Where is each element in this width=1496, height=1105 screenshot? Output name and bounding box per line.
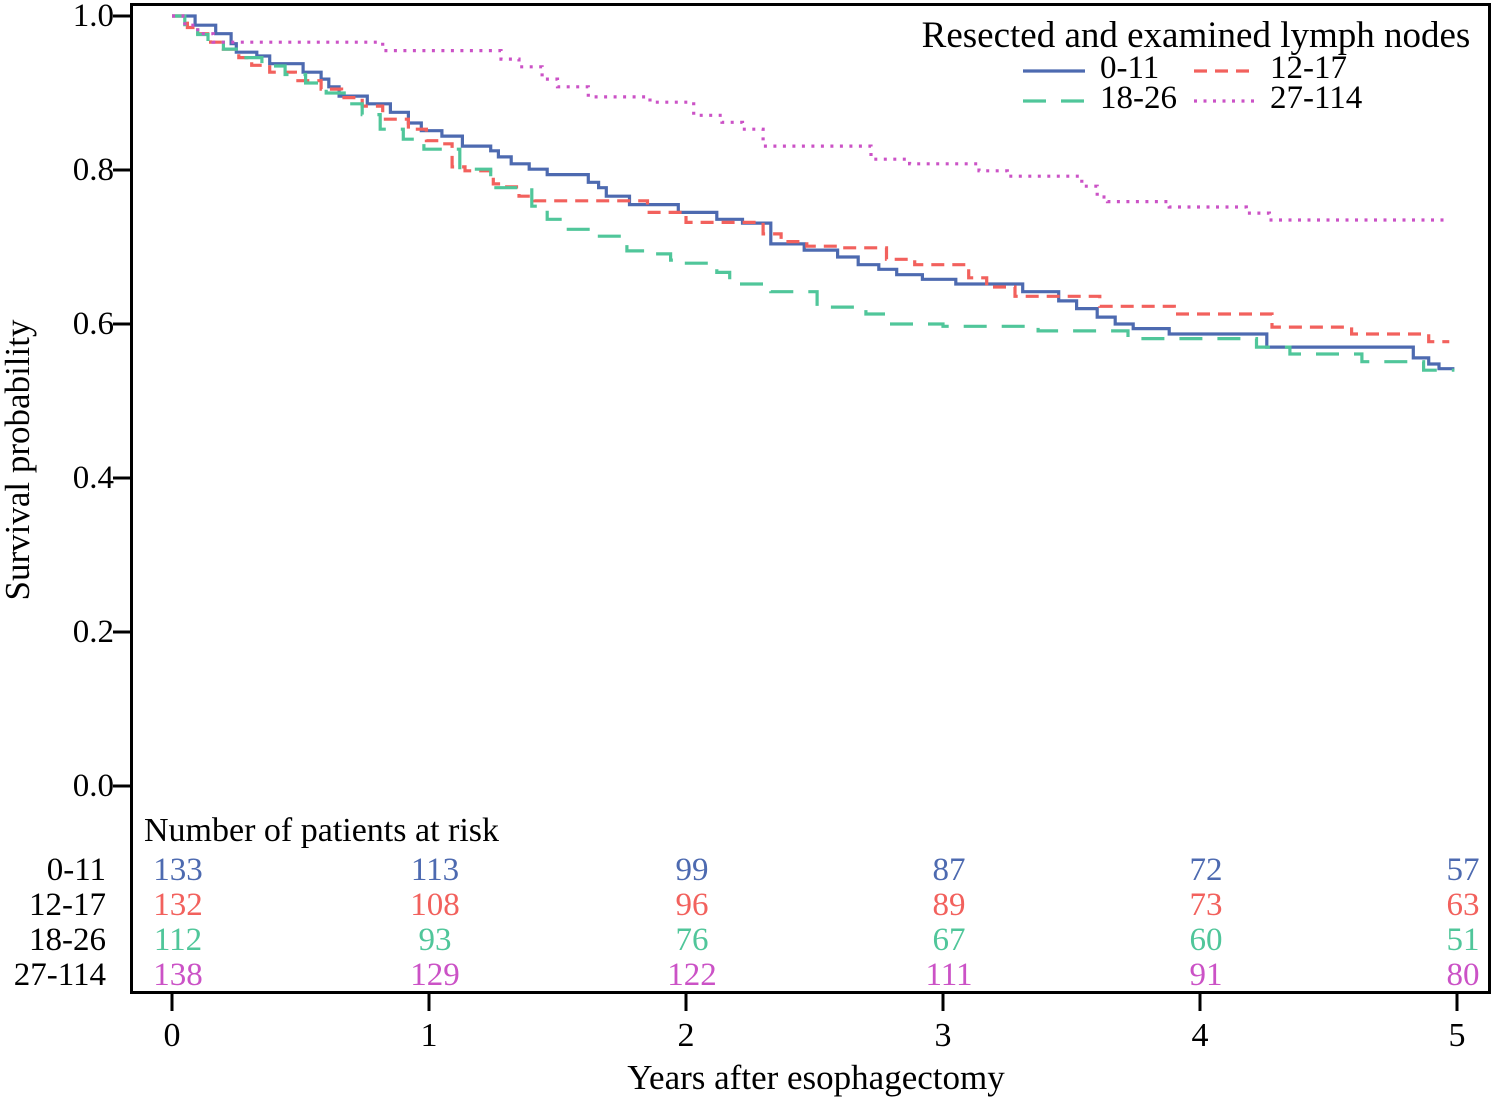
risk-count: 108 (410, 887, 460, 923)
y-tick-label: 0.0 (72, 768, 114, 804)
risk-count: 129 (410, 957, 460, 993)
x-tick-label: 5 (1448, 1017, 1466, 1054)
x-tick-label: 1 (420, 1017, 438, 1054)
risk-count: 122 (667, 957, 717, 993)
risk-row-label: 0-11 (46, 852, 106, 888)
risk-count: 111 (925, 957, 973, 993)
legend-line-sample-0-11 (1022, 63, 1086, 73)
y-tick-label: 0.4 (72, 460, 114, 496)
risk-count: 87 (932, 852, 966, 888)
risk-row-label: 27-114 (13, 957, 106, 993)
x-tick-label: 4 (1191, 1017, 1209, 1054)
risk-count: 76 (675, 922, 709, 958)
legend-label-27-114: 27-114 (1270, 80, 1363, 116)
risk-row-label: 12-17 (29, 887, 106, 923)
y-axis-title: Survival probability (0, 319, 37, 601)
y-tick-label: 0.6 (72, 306, 114, 342)
risk-count: 112 (153, 922, 203, 958)
risk-count: 72 (1189, 852, 1223, 888)
y-tick-label: 0.2 (72, 614, 114, 650)
risk-count: 99 (675, 852, 709, 888)
risk-count: 51 (1446, 922, 1480, 958)
legend-label-12-17: 12-17 (1270, 50, 1347, 86)
risk-count: 80 (1446, 957, 1480, 993)
risk-count: 132 (153, 887, 203, 923)
risk-count: 133 (153, 852, 203, 888)
risk-count: 57 (1446, 852, 1480, 888)
legend-line-sample-27-114 (1193, 93, 1257, 103)
risk-count: 67 (932, 922, 966, 958)
x-tick-label: 3 (934, 1017, 952, 1054)
legend-label-18-26: 18-26 (1100, 80, 1177, 116)
risk-count: 138 (153, 957, 203, 993)
x-tick-label: 0 (163, 1017, 181, 1054)
legend-title: Resected and examined lymph nodes (921, 15, 1471, 56)
risk-row-label: 18-26 (29, 922, 106, 958)
legend-line-sample-18-26 (1022, 93, 1086, 103)
legend-label-0-11: 0-11 (1100, 50, 1160, 86)
risk-count: 93 (418, 922, 452, 958)
risk-count: 91 (1189, 957, 1223, 993)
x-tick-label: 2 (677, 1017, 695, 1054)
risk-count: 60 (1189, 922, 1223, 958)
risk-count: 89 (932, 887, 966, 923)
legend-line-sample-12-17 (1193, 63, 1257, 73)
y-tick-label: 0.8 (72, 152, 114, 188)
risk-count: 73 (1189, 887, 1223, 923)
y-tick-label: 1.0 (72, 0, 114, 34)
risk-count: 96 (675, 887, 709, 923)
risk-count: 113 (410, 852, 460, 888)
risk-count: 63 (1446, 887, 1480, 923)
risk-table-title: Number of patients at risk (144, 812, 500, 849)
x-axis-title: Years after esophagectomy (627, 1058, 1005, 1097)
